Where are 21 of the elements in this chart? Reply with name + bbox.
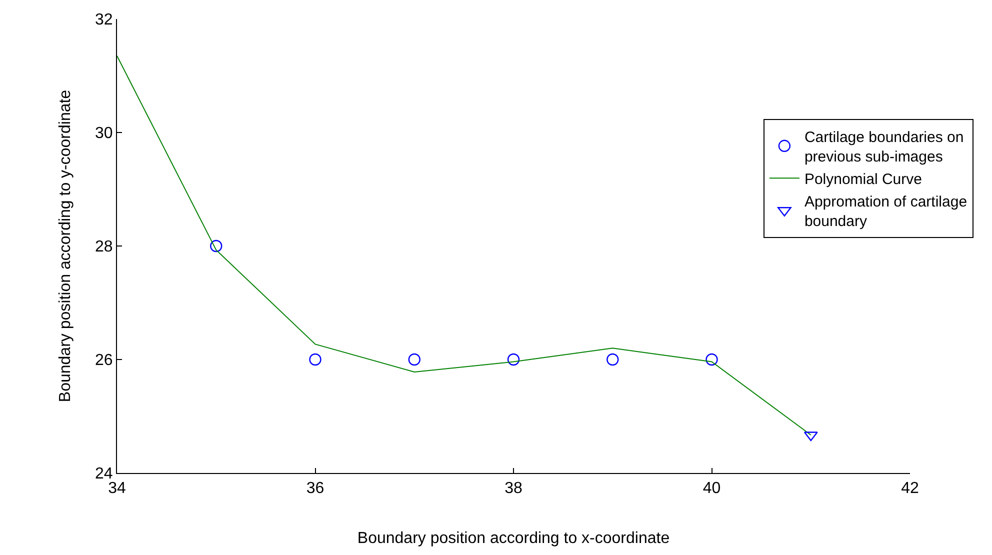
legend-label: Appromation of cartilage boundary — [804, 193, 968, 230]
y-tick-label: 30 — [95, 125, 113, 142]
y-tick-label: 32 — [95, 12, 113, 29]
x-tick-label: 40 — [702, 480, 721, 498]
x-tick-label: 34 — [108, 480, 126, 498]
x-tick-label: 36 — [306, 480, 324, 498]
y-tick-label: 24 — [95, 466, 113, 483]
point — [408, 353, 420, 366]
point — [309, 353, 322, 366]
x-tick-label: 38 — [504, 480, 522, 498]
point — [706, 353, 718, 366]
y-tick-label: 26 — [95, 352, 113, 370]
legend-label: Cartilage boundaries on previous sub-images — [804, 128, 964, 166]
x-axis-title: Boundary position according to x-coordinate — [357, 530, 670, 547]
x-tick-label: 42 — [901, 480, 919, 498]
y-tick-label: 28 — [95, 238, 113, 256]
point — [210, 240, 222, 252]
y-axis-title: Boundary position according to y-coordinate — [56, 90, 74, 402]
point — [606, 353, 619, 366]
legend-label: Polynomial Curve — [804, 170, 922, 188]
point — [507, 353, 520, 366]
